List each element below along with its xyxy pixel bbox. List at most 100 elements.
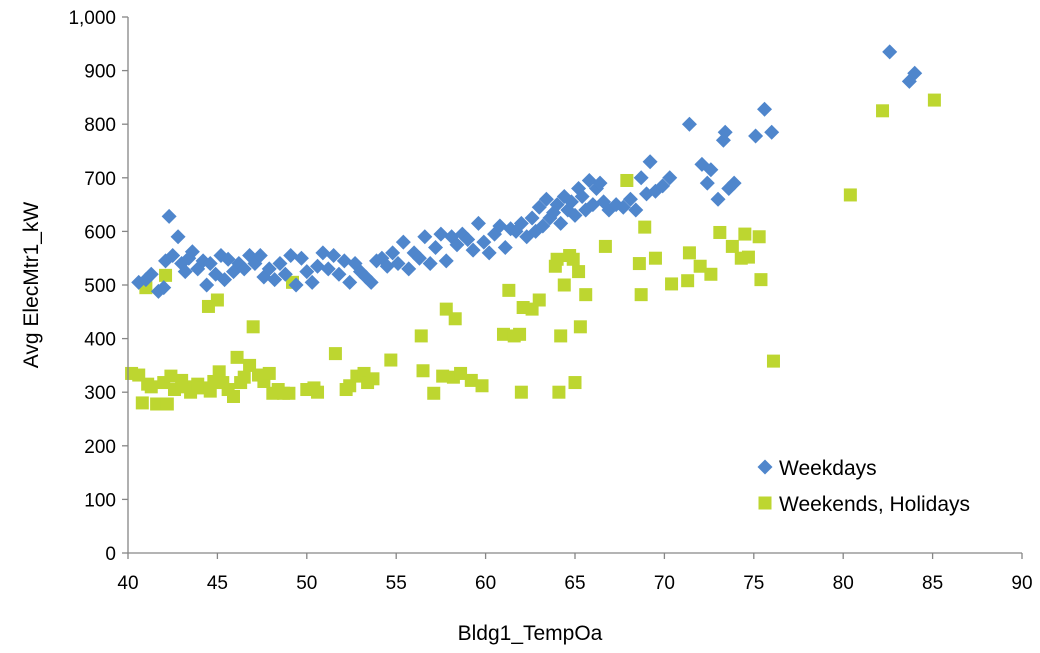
x-tick-label: 70 [654, 573, 675, 594]
data-point [470, 215, 486, 231]
data-point [363, 274, 379, 290]
data-point [436, 369, 450, 383]
data-point [366, 372, 380, 386]
data-point [261, 261, 277, 277]
data-point [454, 366, 468, 380]
data-point [252, 248, 268, 264]
data-point [907, 65, 923, 81]
data-point [328, 347, 342, 361]
series-weekends-holidays [125, 93, 941, 411]
data-point [427, 386, 441, 400]
legend-label: Weekdays [779, 457, 877, 480]
data-point [703, 162, 719, 178]
data-point [465, 242, 481, 258]
data-point [615, 199, 631, 215]
data-point [310, 258, 326, 274]
data-point [572, 265, 586, 279]
data-point [165, 248, 181, 264]
data-point [538, 191, 554, 207]
data-point [713, 225, 727, 239]
data-point [460, 231, 476, 247]
data-point [568, 376, 582, 390]
data-point [181, 250, 197, 266]
legend-label: Weekends, Holidays [779, 493, 970, 516]
data-point [202, 256, 218, 272]
data-point [160, 397, 174, 411]
data-point [212, 365, 226, 379]
data-point [628, 202, 644, 218]
x-tick-label: 80 [833, 573, 854, 594]
data-point [843, 188, 857, 202]
data-point [414, 329, 428, 343]
data-point [315, 245, 331, 261]
legend-item: Weekdays [757, 457, 877, 480]
data-point [159, 268, 173, 282]
data-point [710, 191, 726, 207]
data-point [752, 230, 766, 244]
data-point [717, 124, 733, 140]
data-point [496, 327, 510, 341]
y-tick-label: 900 [84, 62, 116, 83]
tick-labels: 0 100 200 300 400 500 600 700 800 900 1,000 40 45 50 5… [68, 8, 1032, 594]
data-point [532, 293, 546, 307]
data-point [210, 293, 224, 307]
data-point [492, 218, 508, 234]
data-point [230, 350, 244, 364]
data-point [304, 274, 320, 290]
data-point [144, 380, 158, 394]
data-point [184, 244, 200, 260]
data-point [217, 272, 233, 288]
data-point [748, 128, 764, 144]
y-tick-label: 500 [84, 276, 116, 297]
data-point [283, 248, 299, 264]
x-tick-label: 50 [296, 573, 317, 594]
data-point [448, 312, 462, 326]
x-tick-label: 85 [922, 573, 943, 594]
data-point [579, 288, 593, 302]
data-point [741, 250, 755, 264]
y-tick-label: 700 [84, 169, 116, 190]
data-point [704, 267, 718, 281]
data-point [177, 264, 193, 280]
data-point [481, 245, 497, 261]
axes [122, 16, 1023, 559]
data-point [726, 175, 742, 191]
data-point [633, 170, 649, 186]
data-point [282, 386, 296, 400]
y-tick-label: 600 [84, 222, 116, 243]
data-point [566, 252, 580, 266]
data-point [156, 280, 172, 296]
data-point [262, 366, 276, 380]
data-point [384, 353, 398, 367]
data-point [754, 273, 768, 287]
data-point [220, 251, 236, 267]
data-point [655, 178, 671, 194]
data-point [764, 124, 780, 140]
legend-marker [758, 496, 772, 510]
x-axis-title: Bldg1_TempOa [458, 622, 603, 645]
data-point [135, 396, 149, 410]
data-point [331, 266, 347, 282]
data-point [876, 104, 890, 118]
y-tick-label: 300 [84, 383, 116, 404]
data-point [738, 227, 752, 241]
data-point [288, 277, 304, 293]
data-point [267, 272, 283, 288]
data-point [927, 93, 941, 107]
data-point [311, 385, 325, 399]
legend-item: Weekends, Holidays [758, 493, 970, 516]
data-point [503, 221, 519, 237]
data-point [573, 320, 587, 334]
data-point [411, 250, 427, 266]
data-point [449, 237, 465, 253]
data-point [320, 261, 336, 277]
data-point [557, 278, 571, 292]
data-point [237, 370, 251, 384]
data-point [574, 189, 590, 205]
y-tick-label: 200 [84, 437, 116, 458]
data-point [236, 261, 252, 277]
data-point [549, 197, 565, 213]
data-point [422, 256, 438, 272]
data-point [199, 277, 215, 293]
